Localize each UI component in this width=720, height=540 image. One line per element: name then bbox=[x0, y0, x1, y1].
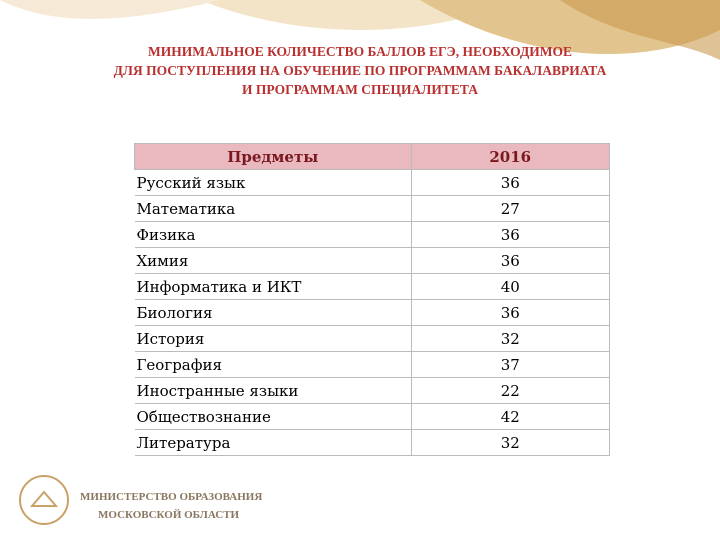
row: Биология 36 bbox=[134, 299, 610, 326]
row: История 32 bbox=[134, 325, 610, 352]
row: Информатика и ИКТ 40 bbox=[134, 273, 610, 300]
cell: 22 bbox=[410, 377, 610, 404]
cell: 36 bbox=[410, 247, 610, 274]
table: Предметы 2016 Русский язык 36 Математика 27 Фи… bbox=[134, 143, 610, 456]
title: МИНИМАЛЬНОЕ КОЛИЧЕСТВО БАЛЛОВ ЕГЭ, НЕОБХ… bbox=[0, 42, 720, 99]
title-line: И ПРОГРАММАМ СПЕЦИАЛИТЕТА bbox=[242, 82, 478, 97]
cell: Химия bbox=[134, 247, 411, 274]
row: Химия 36 bbox=[134, 247, 610, 274]
cell: 42 bbox=[410, 403, 610, 430]
logo bbox=[19, 475, 69, 525]
column-header: Предметы bbox=[134, 143, 412, 170]
cell: 40 bbox=[410, 273, 610, 300]
cell: Литература bbox=[134, 429, 411, 456]
cell: География bbox=[134, 351, 411, 378]
org-line: МОСКОВСКОЙ ОБЛАСТИ bbox=[98, 509, 240, 521]
cell: 36 bbox=[410, 221, 610, 248]
cell: 36 bbox=[410, 169, 610, 196]
row: Обществознание 42 bbox=[134, 403, 610, 430]
cell: 32 bbox=[410, 429, 610, 456]
title-line: МИНИМАЛЬНОЕ КОЛИЧЕСТВО БАЛЛОВ ЕГЭ, НЕОБХ… bbox=[147, 44, 572, 59]
row: Физика 36 bbox=[134, 221, 610, 248]
cell: Физика bbox=[134, 221, 411, 248]
cell: Биология bbox=[134, 299, 411, 326]
cell: 37 bbox=[410, 351, 610, 378]
row: География 37 bbox=[134, 351, 610, 378]
cell: Русский язык bbox=[134, 169, 411, 196]
cell: История bbox=[134, 325, 411, 352]
cell: Обществознание bbox=[134, 403, 411, 430]
row: Иностранные языки 22 bbox=[134, 377, 610, 404]
cell: Иностранные языки bbox=[134, 377, 411, 404]
row: Математика 27 bbox=[134, 195, 610, 222]
row: Русский язык 36 bbox=[134, 169, 610, 196]
cell: Математика bbox=[134, 195, 411, 222]
title-line: ДЛЯ ПОСТУПЛЕНИЯ НА ОБУЧЕНИЕ ПО ПРОГРАММА… bbox=[113, 63, 607, 78]
cell: 36 bbox=[410, 299, 610, 326]
org-line: МИНИСТЕРСТВО ОБРАЗОВАНИЯ bbox=[80, 491, 263, 503]
row: Литература 32 bbox=[134, 429, 610, 456]
decoration bbox=[0, 0, 720, 60]
cell: 27 bbox=[410, 195, 610, 222]
column-header: 2016 bbox=[410, 143, 610, 170]
cell: Информатика и ИКТ bbox=[134, 273, 411, 300]
footer: МИНИСТЕРСТВО ОБРАЗОВАНИЯ МОСКОВСКОЙ ОБЛА… bbox=[80, 488, 262, 524]
cell: 32 bbox=[410, 325, 610, 352]
